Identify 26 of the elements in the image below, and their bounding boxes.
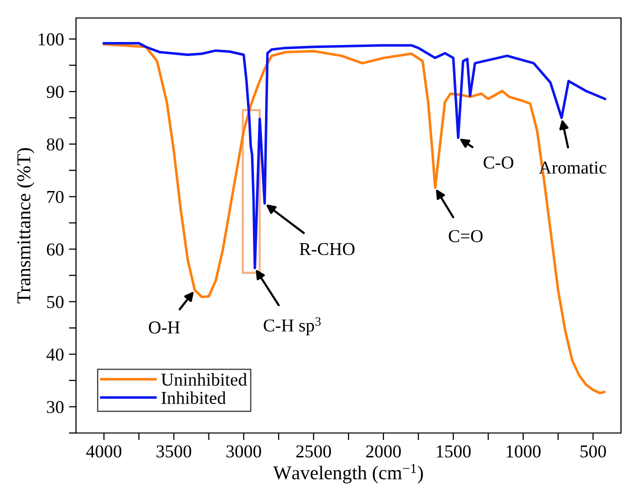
y-tick-label: 30 bbox=[47, 400, 64, 414]
x-tick-label: 3500 bbox=[156, 445, 192, 458]
y-tick-label: 80 bbox=[46, 138, 64, 151]
x-tick-label: 4000 bbox=[86, 445, 122, 458]
x-tick-label: 1500 bbox=[436, 445, 471, 458]
annotation: C=O bbox=[448, 230, 483, 242]
y-tick-label: 50 bbox=[47, 296, 64, 308]
legend-label: Inhibited bbox=[162, 391, 226, 404]
x-tick-label: 500 bbox=[580, 445, 606, 458]
annotation: C-H sp$^{3}$ bbox=[264, 317, 321, 336]
x-tick-label: 2000 bbox=[366, 445, 401, 458]
y-tick-label: 70 bbox=[47, 190, 64, 204]
annotation: C-O bbox=[484, 156, 514, 169]
annotation: R-CHO bbox=[300, 243, 354, 256]
y-tick-label: 60 bbox=[46, 243, 64, 256]
y-tick-label: 100 bbox=[38, 33, 64, 46]
x-tick-label: 2500 bbox=[296, 445, 331, 458]
legend-label: Uninhibited bbox=[161, 373, 247, 386]
x-axis-title: Wavelength (cm$^{−1}$) bbox=[273, 464, 423, 484]
y-tick-label: 90 bbox=[46, 86, 64, 98]
y-tick-label: 40 bbox=[46, 348, 64, 361]
x-tick-label: 1000 bbox=[506, 445, 541, 458]
line-series bbox=[102, 42, 606, 270]
x-tick-label: 3000 bbox=[226, 445, 262, 458]
y-axis-title: Transmittance (%T) bbox=[16, 148, 34, 304]
annotation: O-H bbox=[148, 321, 180, 334]
